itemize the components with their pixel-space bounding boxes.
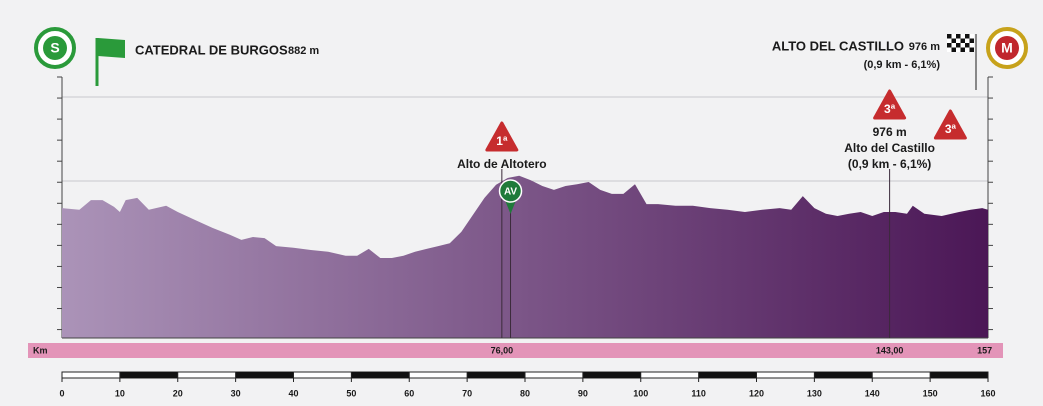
flag-square: [965, 38, 970, 43]
km-bar: [28, 343, 1003, 358]
x-tick-label: 10: [115, 388, 125, 398]
x-tick-label: 150: [923, 388, 938, 398]
finish-flag: [947, 34, 974, 52]
x-tick-label: 60: [404, 388, 414, 398]
start-flag: [98, 38, 125, 58]
x-axis-segment: [467, 372, 525, 378]
flag-square: [969, 38, 974, 43]
km-bar-label: Km: [33, 345, 48, 355]
sprint-pin: [504, 199, 517, 214]
x-axis-segment: [351, 372, 410, 378]
x-tick-label: 140: [865, 388, 880, 398]
x-axis-segment: [119, 372, 178, 378]
flag-square: [965, 43, 970, 48]
x-tick-label: 80: [520, 388, 530, 398]
x-axis-segment: [235, 372, 294, 378]
flag-square: [969, 47, 974, 52]
x-tick-label: 160: [980, 388, 995, 398]
start-badge-text: S: [50, 40, 59, 56]
x-tick-label: 20: [173, 388, 183, 398]
flag-square: [947, 34, 952, 39]
sprint-badge: [498, 179, 523, 203]
km-point-label: 143,00: [876, 345, 904, 355]
finish-badge: [995, 36, 1019, 60]
x-tick-label: 40: [288, 388, 298, 398]
x-axis-segment: [930, 372, 988, 378]
flag-square: [960, 47, 965, 52]
sprint-label: AV: [504, 187, 517, 198]
flag-square: [947, 43, 952, 48]
climb-badge: [873, 89, 907, 120]
x-tick-label: 90: [578, 388, 588, 398]
plot: 1ª Alto de Altotero 3ª 976 m Alto del Castil…: [28, 76, 1003, 398]
elevation-area: [62, 175, 988, 338]
flag-square: [947, 47, 952, 52]
flag-square: [956, 38, 961, 43]
climb-badge: [933, 109, 967, 140]
km-total: 157: [977, 345, 992, 355]
x-tick-label: 130: [807, 388, 822, 398]
flag-square: [956, 47, 961, 52]
flag-square: [956, 43, 961, 48]
flag-square: [969, 43, 974, 48]
finish-alt: 976 m: [909, 41, 940, 53]
x-tick-label: 100: [633, 388, 648, 398]
climb-category: 3ª: [884, 102, 896, 116]
climb-label: (0,9 km - 6,1%): [848, 157, 931, 171]
flag-square: [947, 38, 952, 43]
km-point-label: 76,00: [491, 345, 514, 355]
x-tick-label: 50: [346, 388, 356, 398]
x-tick-label: 110: [691, 388, 706, 398]
start-badge: [43, 36, 67, 60]
start-name: CATEDRAL DE BURGOS: [135, 42, 288, 57]
x-tick-label: 70: [462, 388, 472, 398]
start-alt: 882 m: [288, 45, 319, 57]
flag-square: [951, 43, 956, 48]
x-axis-segment: [698, 372, 757, 378]
x-tick-label: 0: [59, 388, 64, 398]
climb-category: 1ª: [496, 134, 508, 148]
flag-square: [965, 47, 970, 52]
flag-square: [951, 47, 956, 52]
flag-square: [960, 38, 965, 43]
flag-square: [951, 38, 956, 43]
finish-badge-text: M: [1001, 40, 1013, 56]
x-axis-segment: [582, 372, 641, 378]
flag-square: [960, 34, 965, 39]
flag-square: [951, 34, 956, 39]
x-tick-label: 30: [231, 388, 241, 398]
climb-label: 976 m: [873, 125, 907, 139]
climb-label: Alto del Castillo: [844, 141, 935, 155]
climb-category: 3ª: [945, 122, 957, 136]
flag-square: [960, 43, 965, 48]
finish-name: ALTO DEL CASTILLO: [772, 38, 904, 53]
climb-label: Alto de Altotero: [457, 157, 547, 171]
flag-square: [965, 34, 970, 39]
finish-detail: (0,9 km - 6,1%): [864, 59, 941, 71]
x-axis-segment: [814, 372, 873, 378]
flag-square: [969, 34, 974, 39]
climb-badge: [485, 121, 519, 152]
x-tick-label: 120: [749, 388, 764, 398]
flag-square: [956, 34, 961, 39]
